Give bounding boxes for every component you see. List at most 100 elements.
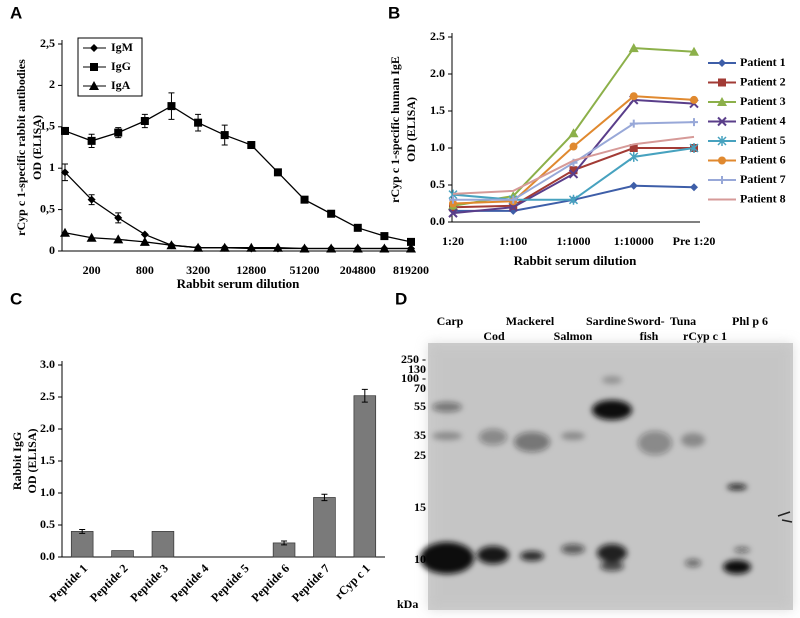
legend-marker: [90, 63, 98, 71]
series-marker: [194, 118, 203, 127]
series-marker: [86, 232, 97, 242]
series-marker: [629, 151, 639, 162]
band: [514, 432, 550, 452]
legend-marker: [90, 44, 98, 52]
error-bar: [79, 528, 86, 534]
x-tick-label: 1:10000: [614, 234, 654, 248]
y-tick-label: 2.0: [430, 66, 445, 80]
lane-label: Cod: [483, 329, 505, 343]
lane-label: Tuna: [670, 314, 696, 328]
series-marker: [690, 118, 698, 127]
band: [685, 559, 701, 567]
x-axis-label: Rabbit serum dilution: [514, 253, 638, 268]
legend-label: Patient 6: [740, 152, 786, 166]
series-marker: [406, 243, 416, 253]
series-marker: [629, 181, 638, 190]
series-marker: [139, 236, 150, 246]
x-tick-label: Peptide 2: [87, 561, 131, 605]
marker-label: 35: [414, 428, 426, 442]
series-marker: [629, 92, 638, 101]
legend-marker: [717, 136, 727, 146]
series-marker: [327, 209, 336, 218]
band: [520, 551, 544, 561]
legend-marker: [717, 116, 727, 127]
legend-label: IgG: [111, 59, 131, 73]
band: [477, 546, 509, 564]
y-tick-label: 0.0: [430, 214, 445, 228]
legend-label: IgA: [111, 78, 131, 92]
x-tick-label: 800: [136, 263, 154, 277]
x-tick-label: 819200: [393, 263, 429, 277]
y-tick-label: 1,5: [40, 119, 55, 133]
series-marker: [690, 95, 698, 104]
x-tick-label: Peptide 1: [47, 561, 91, 605]
series-marker: [508, 202, 518, 212]
series-marker: [87, 195, 96, 204]
marker-label: 55: [414, 399, 426, 413]
series-marker: [193, 242, 204, 252]
series-marker: [246, 242, 257, 252]
series-marker: [166, 240, 177, 250]
legend-label: IgM: [111, 40, 133, 54]
series-marker: [568, 128, 579, 138]
series-marker: [569, 166, 578, 175]
gel-artifact: [777, 511, 793, 523]
series-marker: [449, 195, 457, 204]
marker-label: 250 -: [401, 352, 426, 366]
band: [561, 432, 585, 440]
bar: [70, 531, 94, 558]
marker-label: 10: [414, 552, 426, 566]
series-marker: [61, 168, 69, 177]
series-marker: [247, 141, 256, 150]
x-tick-label: Peptide 4: [168, 561, 212, 605]
band: [432, 402, 462, 412]
x-tick-label: 3200: [186, 263, 210, 277]
series-marker: [272, 242, 283, 252]
series-marker: [273, 168, 282, 177]
legend-label: Patient 5: [740, 133, 786, 147]
bar: [313, 497, 336, 558]
series-marker: [629, 144, 638, 152]
x-axis-label: Rabbit serum dilution: [177, 276, 301, 291]
band: [600, 561, 624, 571]
y-tick-label: 2: [49, 77, 55, 91]
band: [592, 400, 632, 420]
series-marker: [448, 208, 458, 218]
x-tick-label: Peptide 7: [289, 561, 333, 605]
lane-label: Carp: [437, 314, 464, 328]
series-marker: [167, 102, 176, 111]
series-line: [452, 135, 695, 195]
x-tick-label: Pre 1:20: [673, 234, 716, 248]
series-marker: [61, 126, 69, 135]
series-line: [64, 232, 411, 250]
legend-marker: [718, 59, 726, 67]
error-bar: [361, 388, 368, 403]
band: [681, 433, 705, 447]
series-marker: [220, 131, 229, 140]
series-line: [64, 105, 412, 243]
y-axis-label: Rabbit IgG: [10, 432, 24, 490]
panel-label: B: [388, 3, 400, 22]
y-tick-label: 0.5: [430, 177, 445, 191]
band: [597, 544, 627, 562]
legend-label: Patient 7: [740, 172, 786, 186]
series-marker: [140, 230, 149, 239]
y-tick-label: 0,5: [40, 201, 55, 215]
band: [561, 544, 585, 554]
x-tick-label: Peptide 6: [249, 561, 293, 605]
series-line: [452, 47, 695, 207]
marker-label: 15: [414, 500, 426, 514]
y-tick-label: 2.5: [430, 29, 445, 43]
x-tick-label: 1:20: [442, 234, 464, 248]
band: [479, 429, 507, 445]
series-marker: [380, 232, 389, 241]
series-marker: [568, 169, 579, 179]
series-marker: [60, 227, 70, 237]
legend-label: Patient 3: [740, 94, 786, 108]
gel: [420, 343, 793, 610]
band: [602, 376, 622, 384]
panel-label: A: [10, 3, 22, 22]
marker-label: 25: [414, 448, 426, 462]
bar: [353, 395, 377, 558]
